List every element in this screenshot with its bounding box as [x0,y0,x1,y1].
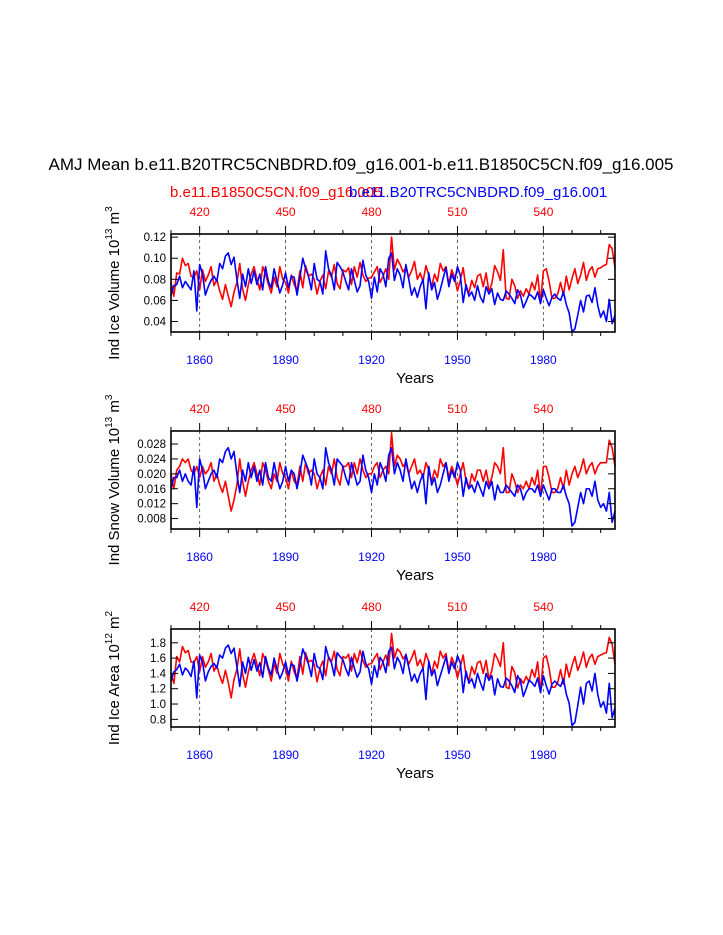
y-axis-label: Ind Snow Volume 1013 m3 [104,394,123,565]
x-tick-label: 1860 [186,748,213,762]
x-tick-label: 1950 [444,550,471,564]
y-tick-label: 0.012 [137,499,166,511]
y-tick-label: 1.4 [150,668,167,680]
x2-tick-label: 510 [447,402,467,416]
plot-frame [170,628,616,728]
x-tick-label: 1860 [186,353,213,367]
figure-title: AMJ Mean b.e11.B20TRC5CNBDRD.f09_g16.001… [49,155,674,174]
x-axis-label: Years [396,370,434,387]
x2-tick-label: 480 [362,205,382,219]
x2-tick-label: 420 [190,600,210,614]
x-tick-label: 1980 [530,353,557,367]
x2-tick-label: 510 [447,600,467,614]
y-tick-label: 0.008 [137,514,166,526]
y-tick-label: 0.020 [137,469,166,481]
chart-panel-2: 0.008 0.012 0.016 0.020 0.024 0.028 1860 1890 19… [104,394,616,584]
x2-tick-label: 450 [276,205,296,219]
y-tick-label: 0.10 [144,253,166,265]
x-axis-label: Years [396,567,434,584]
y-axis-label: Ind Ice Area 1012 m2 [104,610,123,745]
y-tick-label: 0.028 [137,439,166,451]
legend-red-label: b.e11.B1850C5CN.f09_g16.005 [170,184,382,201]
y-tick-label: 1.2 [150,684,166,696]
x2-tick-label: 540 [533,600,553,614]
y-tick-label: 1.6 [150,653,166,665]
chart-panel-3: 0.8 1.0 1.2 1.4 1.6 1.8 1860 1890 1920 1950 1980 42… [104,600,616,782]
x-tick-label: 1890 [272,550,299,564]
x-tick-label: 1920 [358,550,385,564]
y-tick-label: 0.12 [144,232,166,244]
x-tick-label: 1950 [444,748,471,762]
x-tick-label: 1890 [272,748,299,762]
legend-blue-label: b.e11.B20TRC5CNBDRD.f09_g16.001 [349,184,607,201]
plot-frame [170,430,616,530]
x2-tick-label: 510 [447,205,467,219]
x-tick-label: 1860 [186,550,213,564]
y-tick-label: 0.016 [137,484,166,496]
x2-tick-label: 420 [190,402,210,416]
series-line-red [170,236,616,308]
plot-frame [170,233,616,333]
y-tick-label: 0.8 [150,714,166,726]
x-tick-label: 1980 [530,748,557,762]
x-tick-label: 1950 [444,353,471,367]
x2-tick-label: 450 [276,600,296,614]
x-tick-label: 1920 [358,748,385,762]
y-tick-label: 0.04 [144,316,167,328]
x2-tick-label: 450 [276,402,296,416]
x-tick-label: 1980 [530,550,557,564]
panels-group: 0.04 0.06 0.08 0.10 0.12 1860 1890 1920 1950 1980… [104,205,616,782]
x2-tick-label: 540 [533,205,553,219]
y-tick-label: 0.024 [137,454,166,466]
series-line-blue [170,644,616,727]
x-tick-label: 1890 [272,353,299,367]
x2-tick-label: 420 [190,205,210,219]
chart-panel-1: 0.04 0.06 0.08 0.10 0.12 1860 1890 1920 1950 1980… [104,205,616,387]
y-tick-label: 1.8 [150,638,166,650]
x-axis-label: Years [396,765,434,782]
x-tick-label: 1920 [358,353,385,367]
x2-tick-label: 540 [533,402,553,416]
x2-tick-label: 480 [362,600,382,614]
series-line-blue [170,446,616,527]
x2-tick-label: 480 [362,402,382,416]
y-tick-label: 0.08 [144,274,166,286]
y-axis-label: Ind Ice Volume 1013 m3 [104,206,123,360]
y-tick-label: 0.06 [144,295,166,307]
y-tick-label: 1.0 [150,699,166,711]
series-line-blue [170,250,616,333]
